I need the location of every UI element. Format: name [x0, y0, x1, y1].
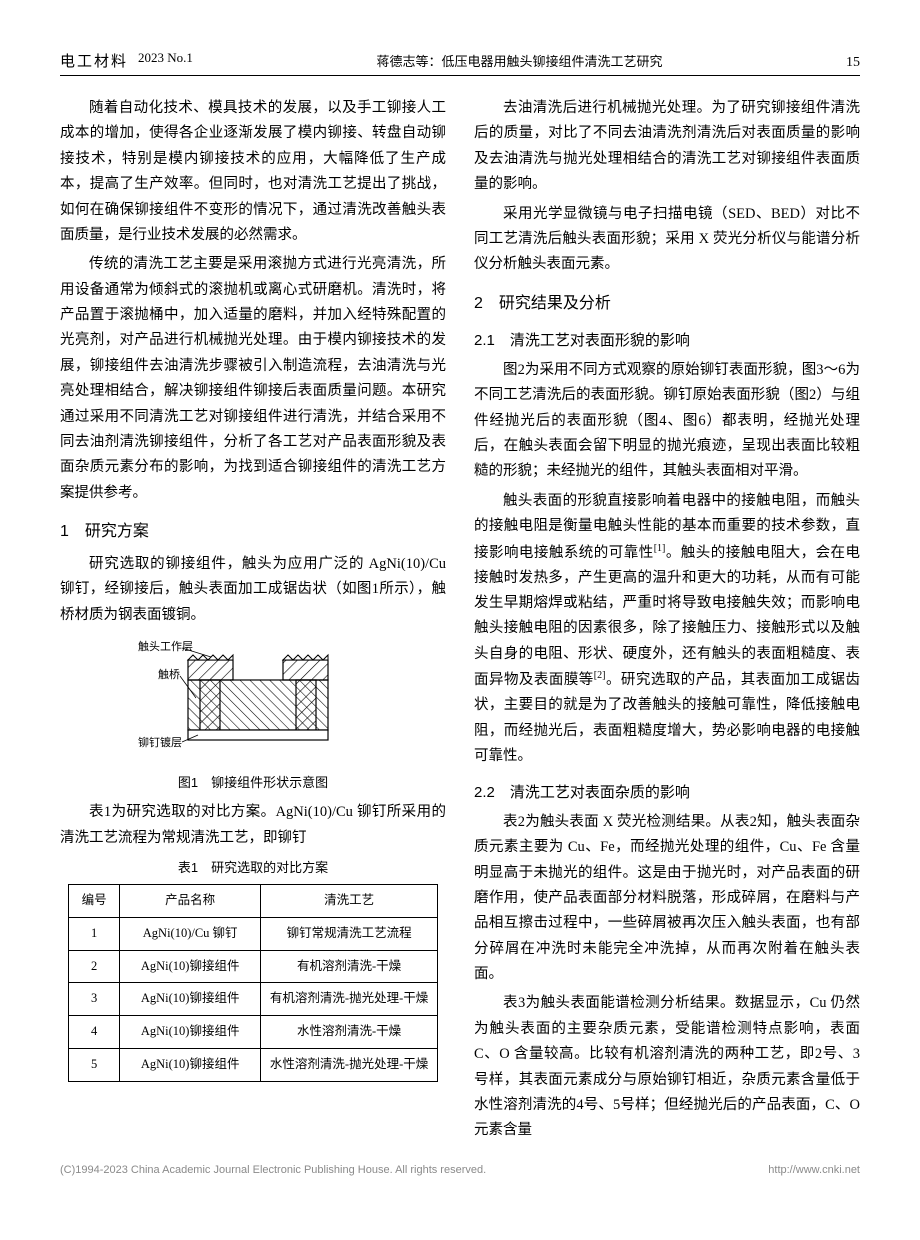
page-number: 15	[846, 55, 860, 71]
paragraph: 研究选取的铆接组件，触头为应用广泛的 AgNi(10)/Cu 铆钉，经铆接后，触…	[60, 552, 446, 628]
table-cell: 1	[68, 917, 120, 950]
table-1-caption: 表1 研究选取的对比方案	[60, 857, 446, 880]
table-cell: 铆钉常规清洗工艺流程	[260, 917, 437, 950]
table-row: 5AgNi(10)铆接组件水性溶剂清洗-抛光处理-干燥	[68, 1049, 438, 1082]
paragraph: 表1为研究选取的对比方案。AgNi(10)/Cu 铆钉所采用的清洗工艺流程为常规…	[60, 800, 446, 851]
table-cell: 5	[68, 1049, 120, 1082]
page: 电工材料 2023 No.1 蒋德志等：低压电器用触头铆接组件清洗工艺研究 15…	[0, 0, 920, 1188]
table-header-cell: 产品名称	[120, 884, 260, 917]
table-cell: AgNi(10)铆接组件	[120, 983, 260, 1016]
diagram-label-worklayer: 触头工作层	[138, 639, 193, 653]
table-cell: 2	[68, 950, 120, 983]
page-footer: (C)1994-2023 China Academic Journal Elec…	[0, 1164, 920, 1176]
paragraph: 表2为触头表面 X 荧光检测结果。从表2知，触头表面杂质元素主要为 Cu、Fe，…	[474, 810, 860, 988]
section-2-heading: 2 研究结果及分析	[474, 290, 860, 318]
citation-ref: [2]	[594, 670, 606, 681]
diagram-label-bridge: 触桥	[158, 667, 180, 681]
citation-ref: [1]	[654, 543, 666, 554]
header-left: 电工材料 2023 No.1	[60, 50, 193, 71]
table-cell: 4	[68, 1016, 120, 1049]
paragraph: 传统的清洗工艺主要是采用滚抛方式进行光亮清洗，所用设备通常为倾斜式的滚抛机或离心…	[60, 252, 446, 506]
left-column: 随着自动化技术、模具技术的发展，以及手工铆接人工成本的增加，使得各企业逐渐发展了…	[60, 96, 446, 1148]
table-row: 3AgNi(10)铆接组件有机溶剂清洗-抛光处理-干燥	[68, 983, 438, 1016]
table-row: 4AgNi(10)铆接组件水性溶剂清洗-干燥	[68, 1016, 438, 1049]
table-1-body: 1AgNi(10)/Cu 铆钉铆钉常规清洗工艺流程2AgNi(10)铆接组件有机…	[68, 917, 438, 1081]
rivet-diagram-svg: 触头工作层 触桥 铆钉镀层	[138, 638, 368, 758]
right-column: 去油清洗后进行机械抛光处理。为了研究铆接组件清洗后的质量，对比了不同去油清洗剂清…	[474, 96, 860, 1148]
paragraph: 表3为触头表面能谱检测分析结果。数据显示，Cu 仍然为触头表面的主要杂质元素，受…	[474, 991, 860, 1143]
table-cell: AgNi(10)/Cu 铆钉	[120, 917, 260, 950]
table-cell: 有机溶剂清洗-抛光处理-干燥	[260, 983, 437, 1016]
diagram-label-layer: 铆钉镀层	[138, 735, 182, 749]
table-1: 编号 产品名称 清洗工艺 1AgNi(10)/Cu 铆钉铆钉常规清洗工艺流程2A…	[68, 884, 439, 1082]
two-column-layout: 随着自动化技术、模具技术的发展，以及手工铆接人工成本的增加，使得各企业逐渐发展了…	[60, 96, 860, 1148]
footer-copyright: (C)1994-2023 China Academic Journal Elec…	[60, 1164, 486, 1176]
table-cell: 3	[68, 983, 120, 1016]
paragraph: 采用光学显微镜与电子扫描电镜（SED、BED）对比不同工艺清洗后触头表面形貌；采…	[474, 202, 860, 278]
table-row: 2AgNi(10)铆接组件有机溶剂清洗-干燥	[68, 950, 438, 983]
text-span: 。触头的接触电阻大，会在电接触时发热多，产生更高的温升和更大的功耗，从而有可能发…	[474, 544, 860, 688]
table-row: 1AgNi(10)/Cu 铆钉铆钉常规清洗工艺流程	[68, 917, 438, 950]
journal-name: 电工材料	[60, 50, 128, 71]
section-2-2-heading: 2.2 清洗工艺对表面杂质的影响	[474, 780, 860, 806]
figure-1: 触头工作层 触桥 铆钉镀层 图1 铆接组件形状示意图	[60, 638, 446, 794]
section-1-heading: 1 研究方案	[60, 518, 446, 546]
footer-url: http://www.cnki.net	[768, 1164, 860, 1176]
page-header: 电工材料 2023 No.1 蒋德志等：低压电器用触头铆接组件清洗工艺研究 15	[60, 50, 860, 76]
section-2-1-heading: 2.1 清洗工艺对表面形貌的影响	[474, 328, 860, 354]
table-header-cell: 清洗工艺	[260, 884, 437, 917]
table-cell: 水性溶剂清洗-干燥	[260, 1016, 437, 1049]
table-cell: AgNi(10)铆接组件	[120, 1016, 260, 1049]
table-cell: AgNi(10)铆接组件	[120, 950, 260, 983]
table-cell: 有机溶剂清洗-干燥	[260, 950, 437, 983]
figure-1-caption: 图1 铆接组件形状示意图	[60, 772, 446, 795]
table-cell: AgNi(10)铆接组件	[120, 1049, 260, 1082]
table-cell: 水性溶剂清洗-抛光处理-干燥	[260, 1049, 437, 1082]
table-header-cell: 编号	[68, 884, 120, 917]
running-title: 蒋德志等：低压电器用触头铆接组件清洗工艺研究	[376, 51, 662, 70]
table-header-row: 编号 产品名称 清洗工艺	[68, 884, 438, 917]
paragraph: 随着自动化技术、模具技术的发展，以及手工铆接人工成本的增加，使得各企业逐渐发展了…	[60, 96, 446, 248]
paragraph: 触头表面的形貌直接影响着电器中的接触电阻，而触头的接触电阻是衡量电触头性能的基本…	[474, 489, 860, 770]
paragraph: 图2为采用不同方式观察的原始铆钉表面形貌，图3～6为不同工艺清洗后的表面形貌。铆…	[474, 358, 860, 485]
paragraph: 去油清洗后进行机械抛光处理。为了研究铆接组件清洗后的质量，对比了不同去油清洗剂清…	[474, 96, 860, 198]
year-issue: 2023 No.1	[138, 50, 193, 71]
